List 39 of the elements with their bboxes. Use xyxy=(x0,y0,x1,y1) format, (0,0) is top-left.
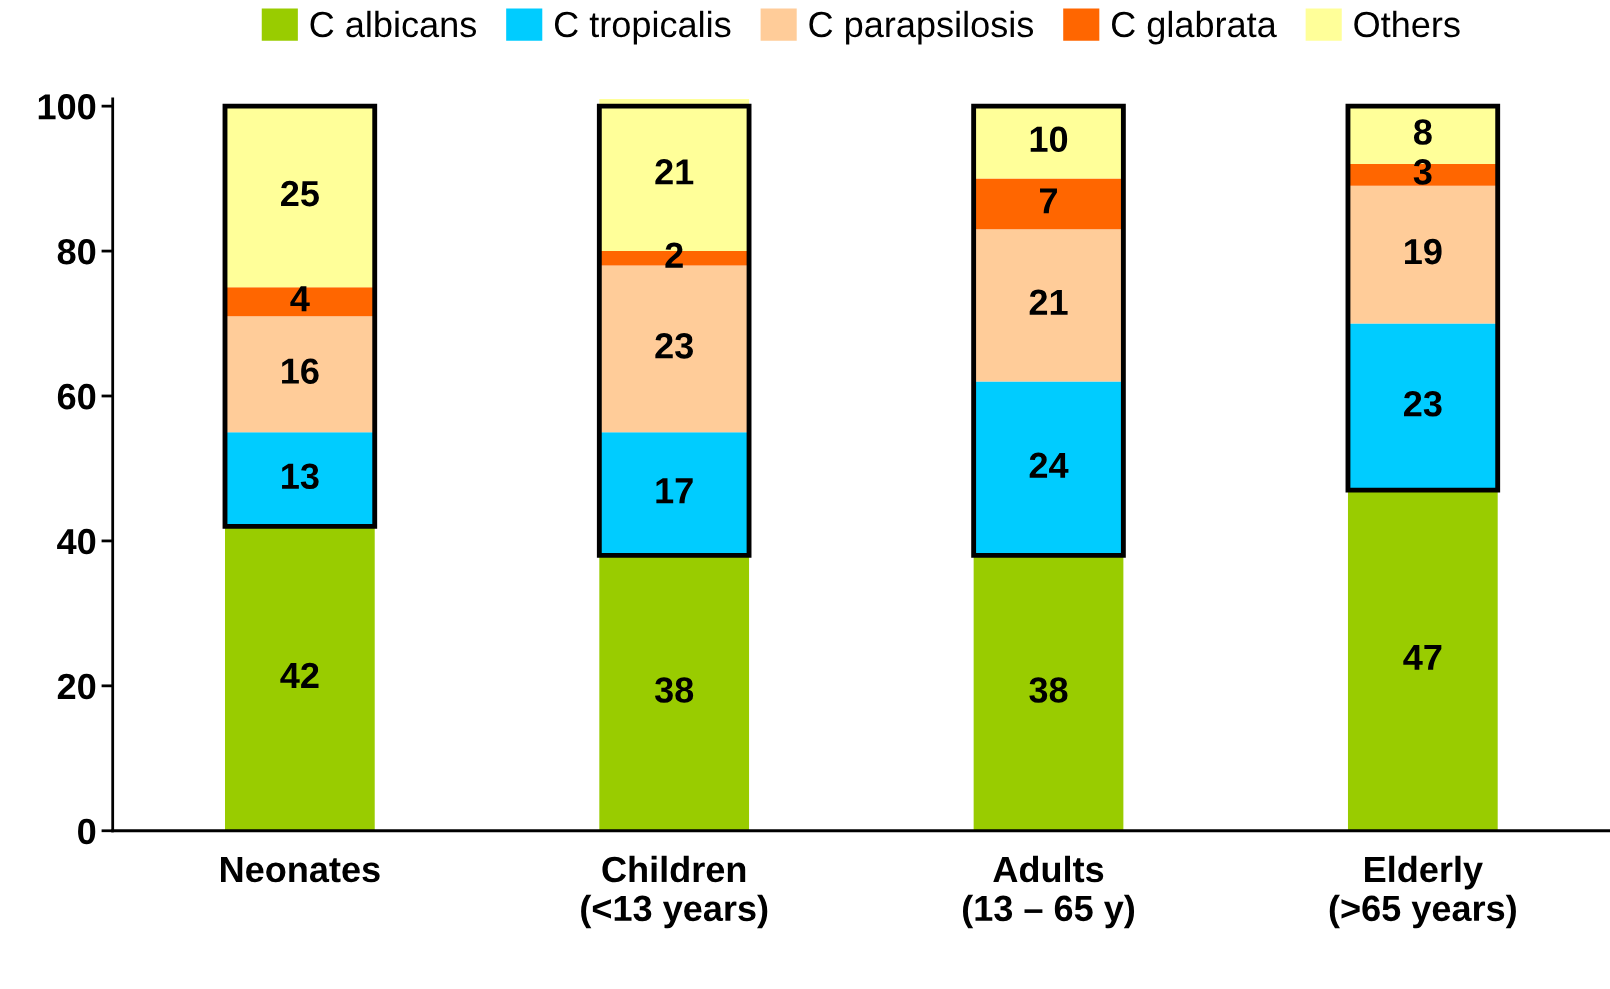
x-tick-label: Elderly (>65 years) xyxy=(1329,855,1516,929)
data-label: 47 xyxy=(1403,644,1442,670)
x-tick-label: Adults (13 – 65 y) xyxy=(963,855,1135,929)
data-label: 23 xyxy=(1404,390,1442,417)
data-label: 17 xyxy=(656,478,693,504)
bar xyxy=(225,432,375,527)
data-label: 38 xyxy=(654,677,694,703)
x-tick-label: Children (<13 years) xyxy=(581,855,768,929)
data-label: 38 xyxy=(1029,677,1068,703)
x-tick-label: Neonates xyxy=(221,857,380,883)
data-label: 4 xyxy=(290,286,310,312)
bar xyxy=(599,432,750,556)
data-label: 21 xyxy=(1029,289,1068,315)
bar xyxy=(225,316,375,433)
y-tick-label: 100 xyxy=(38,94,96,120)
y-tick-label: 0 xyxy=(78,818,96,845)
data-label: 13 xyxy=(282,463,319,490)
legend-label: C tropicalis xyxy=(554,10,731,45)
data-label: 25 xyxy=(281,180,319,207)
data-label: 7 xyxy=(1040,188,1057,214)
y-tick-label: 40 xyxy=(57,528,96,555)
data-label: 3 xyxy=(1413,159,1432,185)
data-label: 16 xyxy=(282,358,319,384)
legend-label: C glabrata xyxy=(1111,10,1277,45)
data-label: 24 xyxy=(1029,452,1069,478)
legend-label: C albicans xyxy=(310,10,476,38)
y-tick-label: 80 xyxy=(57,238,96,265)
bar xyxy=(225,287,375,317)
data-label: 42 xyxy=(280,662,319,688)
y-tick-label: 60 xyxy=(57,383,96,410)
data-label: 23 xyxy=(655,333,693,359)
data-label: 10 xyxy=(1030,126,1068,153)
y-tick-label: 20 xyxy=(57,673,96,700)
data-label: 19 xyxy=(1405,238,1442,265)
bar xyxy=(973,178,1124,230)
data-label: 8 xyxy=(1413,119,1432,145)
legend-label: C parapsilosis xyxy=(809,10,1034,45)
legend-label: Others xyxy=(1354,10,1460,38)
data-label: 21 xyxy=(655,159,694,185)
